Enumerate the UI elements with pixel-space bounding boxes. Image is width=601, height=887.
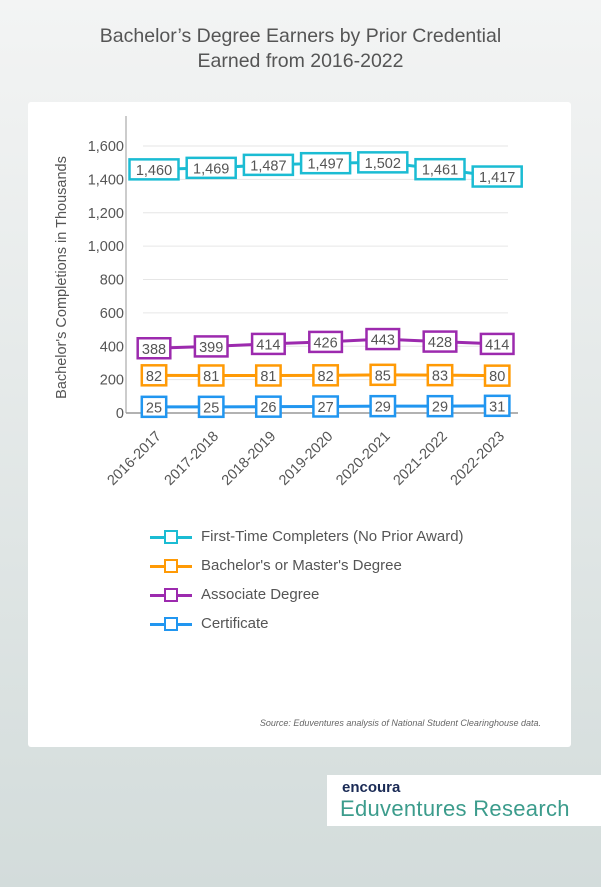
data-label: 1,469 xyxy=(193,161,229,177)
data-label: 85 xyxy=(375,368,391,384)
legend-marker-icon xyxy=(150,558,192,573)
data-label: 399 xyxy=(199,340,223,356)
data-label: 426 xyxy=(313,335,337,351)
legend-item: Bachelor's or Master's Degree xyxy=(150,551,464,580)
x-tick-label: 2016-2017 xyxy=(104,429,164,489)
data-point-marker xyxy=(479,332,515,356)
legend-label: Certificate xyxy=(201,615,269,632)
legend: First-Time Completers (No Prior Award) Ba… xyxy=(150,522,464,638)
data-point-marker xyxy=(254,364,282,387)
data-point-marker xyxy=(128,158,180,181)
data-point-marker xyxy=(483,394,511,418)
x-tick-label: 2018-2019 xyxy=(219,429,279,489)
legend-marker-icon xyxy=(150,587,192,602)
data-label: 83 xyxy=(432,369,448,385)
data-label: 27 xyxy=(318,400,334,416)
data-point-marker xyxy=(426,394,454,418)
x-tick-label: 2021-2022 xyxy=(390,429,450,489)
data-point-marker xyxy=(312,395,340,418)
data-label: 81 xyxy=(203,369,219,385)
data-point-marker xyxy=(422,330,458,353)
x-tick-label: 2019-2020 xyxy=(276,429,336,489)
data-point-marker xyxy=(197,395,225,419)
y-tick-label: 1,400 xyxy=(88,172,124,188)
data-point-marker xyxy=(140,364,168,387)
data-label: 82 xyxy=(318,369,334,385)
data-point-marker xyxy=(308,330,344,354)
legend-label: Associate Degree xyxy=(201,586,320,603)
data-point-marker xyxy=(136,337,172,360)
data-point-marker xyxy=(197,364,225,387)
data-point-marker xyxy=(369,363,397,387)
legend-marker-icon xyxy=(150,529,192,544)
logo-brand: encoura xyxy=(342,779,401,796)
legend-marker-icon xyxy=(150,616,192,631)
data-point-marker xyxy=(483,364,511,387)
line-chart: 0 200 400 600 800 1,000 1,200 1,400 1,600 Bachelo… xyxy=(54,116,523,489)
data-point-marker xyxy=(471,165,523,188)
y-tick-label: 200 xyxy=(100,373,124,389)
x-tick-label: 2017-2018 xyxy=(162,429,222,489)
source-note: Source: Eduventures analysis of National… xyxy=(259,718,541,728)
data-point-marker xyxy=(242,153,295,177)
data-point-marker xyxy=(193,335,229,358)
data-point-marker xyxy=(369,394,397,418)
data-point-marker xyxy=(140,395,168,419)
data-point-marker xyxy=(312,364,340,387)
y-tick-label: 800 xyxy=(100,273,124,289)
data-label: 443 xyxy=(371,333,395,349)
logo-product: Eduventures Research xyxy=(340,796,570,821)
data-label: 1,460 xyxy=(136,163,172,179)
y-tick-label: 1,000 xyxy=(88,239,124,255)
data-point-marker xyxy=(426,363,454,387)
y-tick-label: 1,200 xyxy=(88,206,124,222)
y-axis-label: Bachelor's Completions in Thousands xyxy=(54,156,70,399)
title-line-2: Earned from 2016-2022 xyxy=(197,50,404,72)
y-tick-label: 1,600 xyxy=(88,139,124,155)
data-label: 29 xyxy=(375,400,391,416)
y-tick-label: 0 xyxy=(116,406,124,422)
data-point-marker xyxy=(185,156,237,180)
x-tick-label: 2022-2023 xyxy=(448,429,508,489)
legend-label: First-Time Completers (No Prior Award) xyxy=(201,528,464,545)
legend-label: Bachelor's or Master's Degree xyxy=(201,557,402,574)
data-label: 25 xyxy=(146,400,162,416)
data-point-marker xyxy=(365,327,401,351)
data-label: 388 xyxy=(142,342,166,358)
y-tick-label: 400 xyxy=(100,339,124,355)
data-point-marker xyxy=(357,151,409,174)
data-label: 1,461 xyxy=(422,163,458,179)
legend-item: Associate Degree xyxy=(150,580,464,609)
data-point-marker xyxy=(250,332,286,356)
data-point-marker xyxy=(299,151,352,175)
logo: encoura Eduventures Research xyxy=(327,775,601,826)
data-label: 26 xyxy=(260,400,276,416)
data-label: 25 xyxy=(203,400,219,416)
data-label: 428 xyxy=(428,335,452,351)
y-tick-label: 600 xyxy=(100,306,124,322)
data-label: 82 xyxy=(146,369,162,385)
data-label: 80 xyxy=(489,369,505,385)
data-label: 1,497 xyxy=(307,157,343,173)
data-label: 29 xyxy=(432,400,448,416)
data-label: 1,487 xyxy=(250,158,286,174)
legend-item: Certificate xyxy=(150,609,464,638)
data-label: 414 xyxy=(256,337,280,353)
data-label: 414 xyxy=(485,337,509,353)
legend-item: First-Time Completers (No Prior Award) xyxy=(150,522,464,551)
data-label: 81 xyxy=(260,369,276,385)
chart-card: 0 200 400 600 800 1,000 1,200 1,400 1,600 Bachelo… xyxy=(28,102,571,747)
data-label: 31 xyxy=(489,399,505,415)
data-point-marker xyxy=(254,395,282,418)
chart-title: Bachelor’s Degree Earners by Prior Crede… xyxy=(0,24,601,74)
x-tick-label: 2020-2021 xyxy=(333,429,393,489)
data-point-marker xyxy=(414,157,466,181)
title-line-1: Bachelor’s Degree Earners by Prior Crede… xyxy=(99,25,502,47)
data-label: 1,502 xyxy=(365,156,401,172)
data-label: 1,417 xyxy=(479,170,515,186)
